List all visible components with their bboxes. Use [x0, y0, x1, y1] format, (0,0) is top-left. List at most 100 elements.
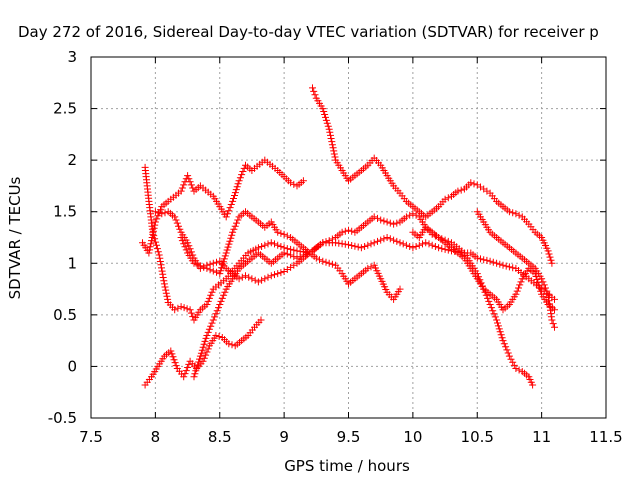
- data-point-marker: [183, 305, 191, 313]
- data-point-marker: [162, 286, 170, 294]
- data-point-marker: [264, 273, 272, 281]
- data-point-marker: [215, 333, 223, 340]
- data-point-marker: [205, 325, 213, 333]
- data-point-marker: [191, 370, 199, 378]
- data-point-marker: [150, 224, 158, 232]
- x-tick-label: 7.5: [79, 428, 103, 446]
- data-point-marker: [330, 147, 338, 155]
- data-point-marker: [507, 355, 515, 363]
- data-point-marker: [212, 310, 220, 318]
- data-point-marker: [257, 316, 265, 324]
- data-point-marker: [235, 177, 243, 185]
- data-point-marker: [386, 219, 394, 227]
- data-point-marker: [377, 236, 385, 244]
- data-point-marker: [277, 243, 285, 250]
- data-point-marker: [486, 301, 494, 308]
- data-point-marker: [154, 212, 162, 220]
- data-point-marker: [393, 219, 401, 227]
- data-point-marker: [311, 91, 319, 99]
- y-tick-label: -0.5: [48, 409, 77, 427]
- data-point-marker: [219, 258, 227, 266]
- data-point-marker: [151, 221, 159, 229]
- data-point-marker: [190, 373, 198, 381]
- data-point-marker: [180, 373, 188, 381]
- y-tick-label: 0: [67, 357, 77, 375]
- data-point-marker: [494, 322, 502, 330]
- data-point-marker: [551, 295, 558, 303]
- data-point-marker: [215, 304, 222, 312]
- data-point-marker: [312, 244, 320, 252]
- data-point-marker: [238, 273, 246, 281]
- data-point-marker: [152, 238, 160, 246]
- data-point-marker: [494, 319, 501, 327]
- data-point-marker: [181, 370, 189, 378]
- data-point-marker: [329, 144, 337, 152]
- data-point-marker: [211, 313, 219, 321]
- data-point-marker: [312, 254, 320, 262]
- data-point-marker: [509, 209, 517, 217]
- data-point-marker: [235, 275, 243, 283]
- data-point-marker: [267, 272, 275, 280]
- data-point-marker: [345, 226, 352, 234]
- data-point-marker: [328, 138, 336, 146]
- data-point-marker: [245, 273, 253, 281]
- data-point-marker: [331, 153, 339, 161]
- data-point-marker: [174, 304, 182, 312]
- data-point-marker: [227, 234, 235, 242]
- data-point-marker: [221, 288, 229, 296]
- data-point-marker: [484, 294, 492, 302]
- y-tick-label: 2.5: [53, 100, 77, 118]
- data-point-marker: [509, 358, 517, 366]
- data-point-marker: [299, 177, 307, 185]
- data-point-marker: [490, 310, 498, 318]
- data-point-marker: [208, 288, 216, 296]
- x-tick-label: 11.5: [589, 428, 622, 446]
- data-point-marker: [192, 367, 200, 375]
- data-point-marker: [551, 323, 558, 331]
- data-point-marker: [322, 116, 330, 124]
- data-point-marker: [489, 307, 497, 315]
- data-point-marker: [515, 284, 522, 292]
- data-point-marker: [457, 186, 465, 194]
- data-point-marker: [396, 285, 404, 293]
- data-point-marker: [213, 258, 220, 266]
- data-point-marker: [172, 216, 180, 224]
- data-point-marker: [483, 256, 491, 264]
- data-point-marker: [202, 351, 210, 359]
- data-point-marker: [505, 208, 513, 216]
- data-point-marker: [194, 361, 202, 369]
- data-point-marker: [383, 218, 391, 226]
- data-point-marker: [325, 259, 333, 267]
- data-point-marker: [503, 346, 511, 354]
- data-point-marker: [348, 242, 356, 249]
- y-tick-label: 0.5: [53, 306, 77, 324]
- data-point-marker: [209, 316, 217, 324]
- data-point-marker: [178, 184, 186, 192]
- data-point-marker: [319, 257, 327, 265]
- data-point-marker: [156, 254, 164, 262]
- data-point-marker: [230, 225, 238, 233]
- data-point-marker: [542, 284, 549, 292]
- data-point-marker: [548, 316, 556, 324]
- data-point-marker: [223, 246, 231, 254]
- data-point-marker: [220, 291, 228, 299]
- data-point-marker: [504, 349, 512, 357]
- data-point-marker: [180, 304, 188, 312]
- data-point-marker: [158, 210, 166, 218]
- data-point-marker: [224, 210, 231, 218]
- data-point-marker: [321, 111, 329, 118]
- data-point-marker: [280, 249, 288, 257]
- data-point-marker: [496, 328, 504, 336]
- y-tick-label: 3: [67, 48, 77, 66]
- data-point-marker: [409, 210, 417, 218]
- data-point-marker: [502, 343, 510, 351]
- data-point-marker: [495, 325, 503, 333]
- data-point-marker: [185, 175, 193, 183]
- data-point-marker: [328, 260, 336, 268]
- data-point-marker: [325, 125, 333, 133]
- data-point-marker: [431, 243, 439, 250]
- x-tick-label: 9.5: [337, 428, 361, 446]
- data-point-marker: [467, 179, 475, 187]
- data-point-marker: [233, 183, 241, 191]
- data-point-marker: [299, 251, 307, 259]
